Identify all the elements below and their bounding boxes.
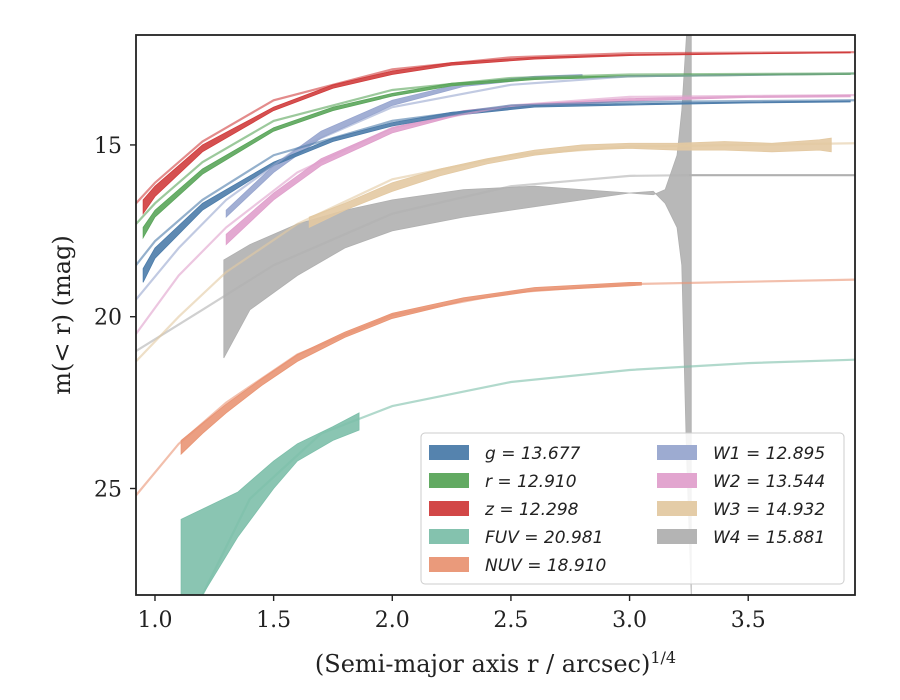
nuv-model-curve xyxy=(135,278,856,497)
legend-swatch xyxy=(429,501,469,516)
g-profile-band xyxy=(142,100,851,283)
legend-label: W1 = 12.895 xyxy=(713,444,825,464)
legend-swatch xyxy=(657,473,697,488)
x-axis-label: (Semi-major axis r / arcsec)1/4 xyxy=(315,648,676,678)
r-profile-band xyxy=(142,73,851,240)
r-model-curve xyxy=(135,72,856,225)
legend-swatch xyxy=(429,557,469,572)
legend-label: W4 = 15.881 xyxy=(713,528,825,548)
y-tick-label: 20 xyxy=(94,306,122,331)
x-tick-label: 2.0 xyxy=(375,608,410,633)
legend-label: FUV = 20.981 xyxy=(485,528,603,548)
legend-swatch xyxy=(657,501,697,516)
legend-label: W3 = 14.932 xyxy=(713,500,825,520)
x-axis-label-exponent: 1/4 xyxy=(650,648,676,667)
legend-swatch xyxy=(657,445,697,460)
w1-model-curve xyxy=(135,72,856,301)
legend-swatch xyxy=(657,529,697,544)
g-model-curve xyxy=(135,99,856,266)
y-tick-label: 25 xyxy=(94,477,122,502)
legend-swatch xyxy=(429,529,469,544)
fuv-profile-band xyxy=(180,412,360,596)
x-axis-ticks: 1.0 1.5 2.0 2.5 3.0 3.5 xyxy=(137,595,766,633)
z-model-curve xyxy=(135,51,856,205)
model-curves xyxy=(135,51,856,596)
x-tick-label: 1.5 xyxy=(256,608,291,633)
x-tick-label: 1.0 xyxy=(137,608,172,633)
legend: g = 13.677 r = 12.910 z = 12.298 FUV = 20.9… xyxy=(420,432,845,585)
x-tick-label: 2.5 xyxy=(493,608,528,633)
fuv-model-curve xyxy=(201,358,856,596)
legend-label: NUV = 18.910 xyxy=(485,556,606,576)
legend-label: g = 13.677 xyxy=(485,444,581,464)
y-tick-label: 15 xyxy=(94,134,122,159)
x-axis-label-text: (Semi-major axis r / arcsec) xyxy=(315,650,650,678)
w4-model-curve xyxy=(135,174,689,353)
y-axis-ticks: 15 20 25 xyxy=(94,134,136,502)
legend-swatch xyxy=(429,473,469,488)
legend-box xyxy=(420,432,845,585)
y-axis-label: m(< r) (mag) xyxy=(48,235,76,394)
legend-label: z = 12.298 xyxy=(484,500,579,520)
x-tick-label: 3.0 xyxy=(612,608,647,633)
x-tick-label: 3.5 xyxy=(731,608,766,633)
w3-model-curve xyxy=(135,142,856,363)
plot-frame xyxy=(135,34,856,596)
w2-model-curve xyxy=(135,94,856,335)
legend-label: r = 12.910 xyxy=(485,472,577,492)
legend-swatch xyxy=(429,445,469,460)
legend-label: W2 = 13.544 xyxy=(713,472,825,492)
